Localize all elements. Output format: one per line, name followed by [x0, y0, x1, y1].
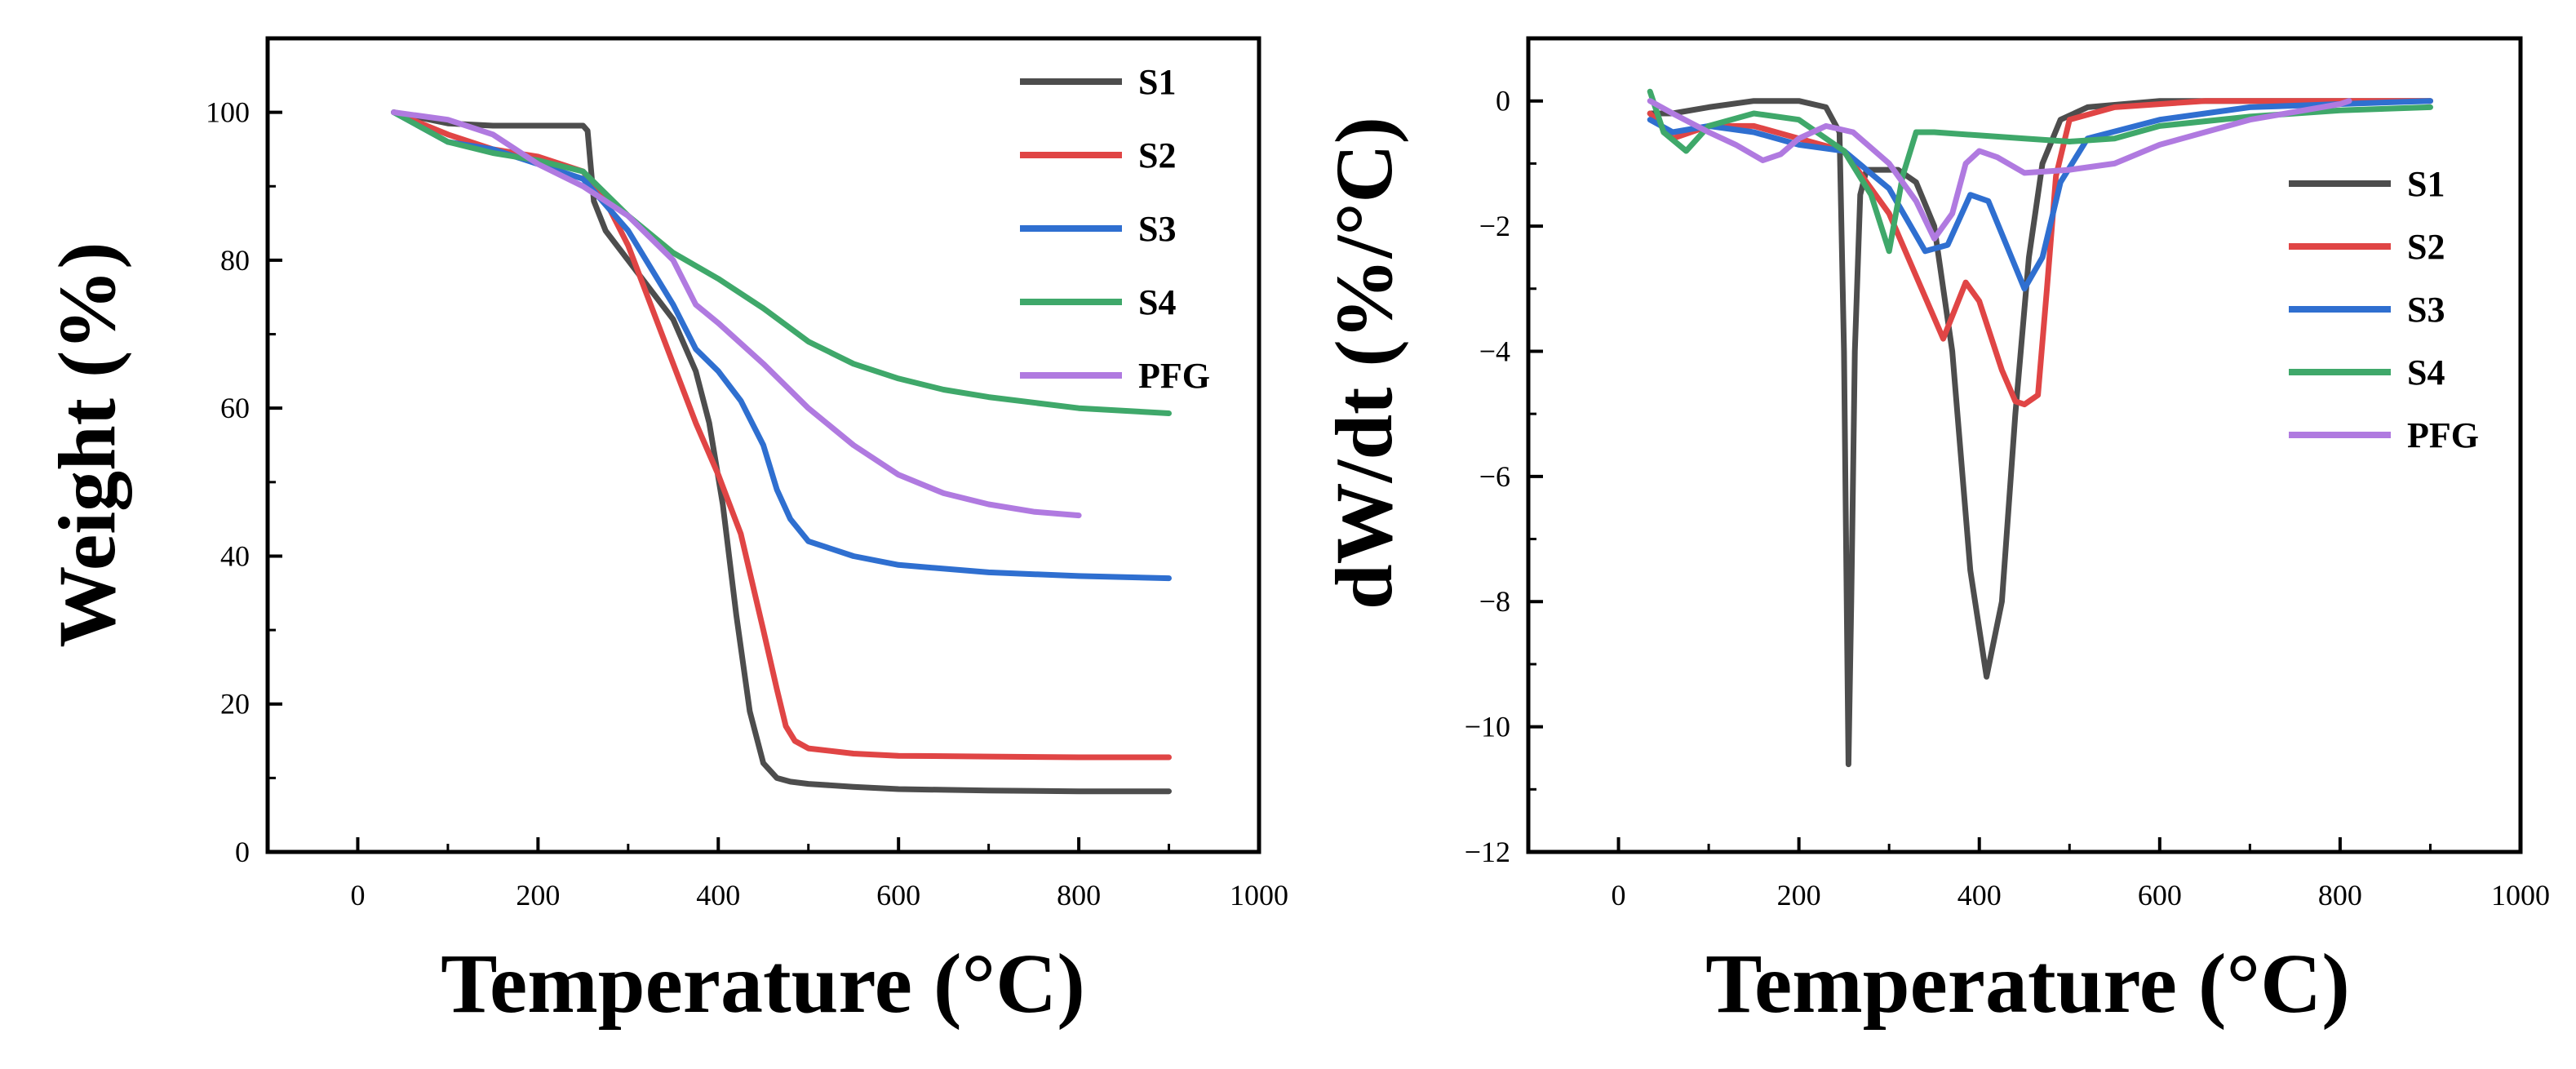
dtg-plot-frame — [1526, 36, 2523, 854]
dtg-x-axis-label: Temperature (°C) — [1705, 937, 2350, 1031]
dtg-y-tick-label: −2 — [1479, 210, 1510, 242]
tga-legend-label-s2: S2 — [1138, 135, 1176, 175]
dtg-x-tick-label: 0 — [1612, 879, 1626, 912]
tga-y-ticks: 0 20 40 60 80 100 — [206, 96, 282, 868]
dtg-series — [1647, 88, 2433, 768]
tga-series-s1-line — [391, 109, 1172, 795]
dtg-x-ticks: 0 200 400 600 800 1000 — [1612, 837, 2550, 912]
dtg-x-tick-label: 1000 — [2491, 879, 2550, 912]
dtg-legend-label-pfg: PFG — [2407, 415, 2479, 455]
tga-panel: 0 200 400 600 800 1000 0 20 40 60 80 100 S1 S2 S3 S4 P… — [42, 36, 1288, 1031]
tga-y-tick-label: 20 — [220, 688, 250, 721]
dtg-y-tick-label: −10 — [1465, 711, 1510, 743]
tga-x-ticks: 0 200 400 600 800 1000 — [350, 837, 1288, 912]
dtg-x-tick-label: 800 — [2318, 879, 2362, 912]
dtg-x-tick-label: 400 — [1957, 879, 2002, 912]
tga-legend-label-pfg: PFG — [1138, 356, 1210, 396]
tga-x-tick-label: 800 — [1057, 879, 1101, 912]
tga-legend-label-s4: S4 — [1138, 282, 1176, 322]
tga-x-tick-label: 400 — [696, 879, 740, 912]
dtg-legend-label-s2: S2 — [2407, 227, 2445, 267]
tga-y-tick-label: 0 — [235, 836, 250, 868]
tga-x-tick-label: 0 — [350, 879, 365, 912]
dtg-y-ticks: −12 −10 −8 −6 −4 −2 0 — [1465, 85, 1543, 868]
dtg-legend: S1 S2 S3 S4 PFG — [2289, 164, 2479, 455]
tga-x-axis-label: Temperature (°C) — [441, 937, 1085, 1031]
dtg-y-tick-label: −4 — [1479, 335, 1510, 367]
tga-series-pfg-line — [391, 109, 1082, 519]
dtg-legend-label-s1: S1 — [2407, 164, 2445, 204]
dtg-legend-label-s4: S4 — [2407, 353, 2445, 393]
dtg-y-tick-label: −8 — [1479, 585, 1510, 618]
tga-y-tick-label: 60 — [220, 392, 250, 424]
dtg-series-s1-line — [1647, 98, 2433, 768]
dtg-series-s4-line — [1647, 88, 2433, 255]
tga-x-tick-label: 1000 — [1230, 879, 1288, 912]
dtg-y-tick-label: −6 — [1479, 460, 1510, 493]
tga-x-tick-label: 600 — [876, 879, 920, 912]
tga-y-tick-label: 100 — [206, 96, 250, 129]
tga-x-tick-label: 200 — [516, 879, 560, 912]
dtg-x-tick-label: 600 — [2138, 879, 2182, 912]
tga-legend-label-s3: S3 — [1138, 209, 1176, 249]
tga-series-s3-line — [391, 109, 1172, 582]
tga-y-axis-label: Weight (%) — [42, 242, 132, 647]
tga-y-tick-label: 80 — [220, 244, 250, 277]
tga-legend: S1 S2 S3 S4 PFG — [1020, 62, 1210, 396]
tga-legend-label-s1: S1 — [1138, 62, 1176, 102]
dtg-y-tick-label: −12 — [1465, 836, 1510, 868]
dtg-y-axis-label: dW/dt (%/°C) — [1319, 117, 1409, 610]
tga-series — [391, 109, 1172, 795]
tga-plot-frame — [265, 36, 1261, 854]
dtg-legend-label-s3: S3 — [2407, 290, 2445, 330]
dtg-x-tick-label: 200 — [1777, 879, 1821, 912]
tga-y-tick-label: 40 — [220, 539, 250, 572]
dtg-series-s2-line — [1647, 98, 2433, 408]
tga-series-s4-line — [391, 109, 1172, 416]
dtg-series-pfg-line — [1647, 98, 2352, 242]
tga-series-s2-line — [391, 109, 1172, 761]
dtg-y-tick-label: 0 — [1496, 85, 1510, 118]
dtg-panel: 0 200 400 600 800 1000 −12 −10 −8 −6 −4 −2 0 S1 S2 S3… — [1319, 36, 2550, 1031]
dtg-series-s3-line — [1647, 98, 2433, 292]
